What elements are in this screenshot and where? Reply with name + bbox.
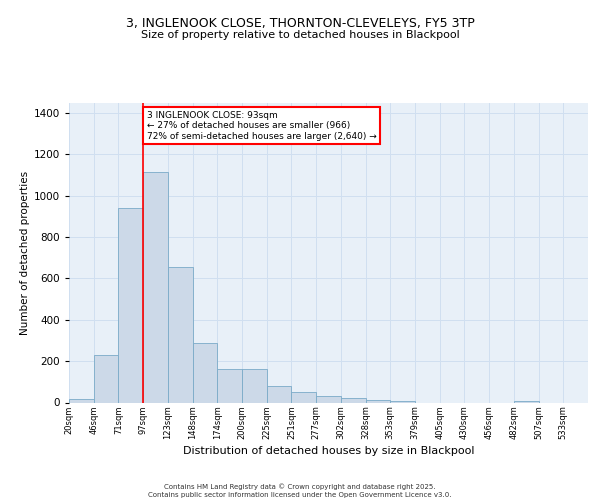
- Bar: [143, 172, 168, 402]
- Bar: [267, 386, 292, 402]
- Bar: [365, 400, 390, 402]
- Text: Contains HM Land Registry data © Crown copyright and database right 2025.
Contai: Contains HM Land Registry data © Crown c…: [148, 484, 452, 498]
- Bar: [292, 392, 316, 402]
- Text: 3, INGLENOOK CLOSE, THORNTON-CLEVELEYS, FY5 3TP: 3, INGLENOOK CLOSE, THORNTON-CLEVELEYS, …: [125, 18, 475, 30]
- Text: 3 INGLENOOK CLOSE: 93sqm
← 27% of detached houses are smaller (966)
72% of semi-: 3 INGLENOOK CLOSE: 93sqm ← 27% of detach…: [147, 111, 377, 140]
- Bar: [193, 342, 217, 402]
- Bar: [390, 401, 415, 402]
- Bar: [316, 396, 341, 402]
- X-axis label: Distribution of detached houses by size in Blackpool: Distribution of detached houses by size …: [183, 446, 474, 456]
- Text: Size of property relative to detached houses in Blackpool: Size of property relative to detached ho…: [140, 30, 460, 40]
- Bar: [514, 401, 539, 402]
- Bar: [168, 267, 193, 402]
- Bar: [242, 370, 267, 402]
- Bar: [94, 355, 118, 403]
- Bar: [118, 208, 143, 402]
- Y-axis label: Number of detached properties: Number of detached properties: [20, 170, 29, 334]
- Bar: [217, 370, 242, 402]
- Bar: [341, 398, 365, 402]
- Bar: [69, 400, 94, 402]
